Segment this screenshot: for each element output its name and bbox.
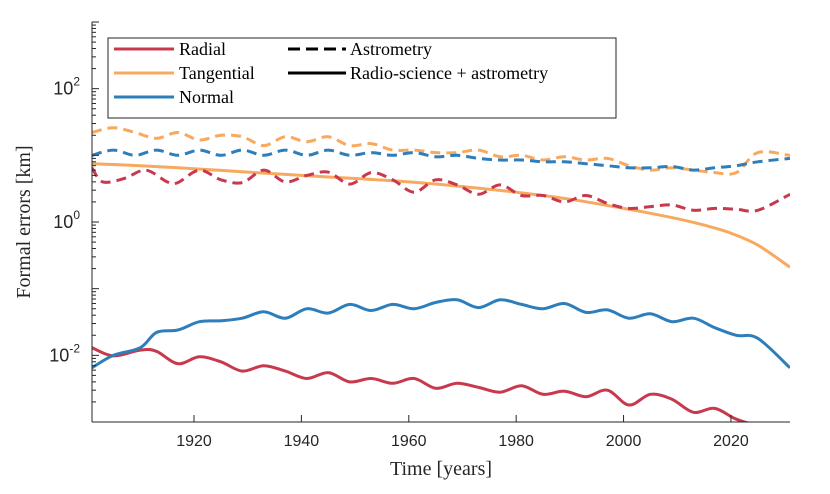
series-line-radial-radio-science [92, 346, 751, 422]
x-tick-label: 1920 [176, 433, 212, 450]
legend-label-dashed: Astrometry [350, 39, 432, 59]
y-tick-label: 10-2 [49, 341, 80, 365]
y-axis-label: Formal errors [km] [13, 145, 35, 298]
series-layer [92, 126, 790, 422]
x-tick-label: 1960 [391, 433, 427, 450]
x-axis-label: Time [years] [390, 458, 492, 480]
legend-label-tangential: Tangential [179, 63, 255, 83]
x-tick-label: 2020 [713, 433, 749, 450]
legend-box [107, 37, 617, 119]
legend: Radial Tangential Normal Astrometry Radio-sc… [107, 37, 617, 119]
x-tick-label: 1980 [498, 433, 534, 450]
series-line-normal-astrometry [92, 148, 790, 172]
legend-label-normal: Normal [179, 87, 234, 107]
series-line-tangential-astrometry [92, 126, 790, 176]
x-tick-label: 2000 [606, 433, 642, 450]
x-tick-label: 1940 [284, 433, 320, 450]
series-line-radial-astrometry [92, 166, 790, 213]
legend-label-radial: Radial [179, 39, 226, 59]
legend-label-solid: Radio-science + astrometry [350, 63, 548, 83]
series-line-tangential-radio-science [92, 162, 790, 269]
axis-layer: 1920 1940 1960 1980 2000 2020 10-2 100 102 [49, 21, 790, 450]
y-tick-label: 100 [53, 208, 80, 232]
y-tick-label: 102 [53, 75, 80, 99]
series-line-normal-radio-science [92, 298, 790, 370]
